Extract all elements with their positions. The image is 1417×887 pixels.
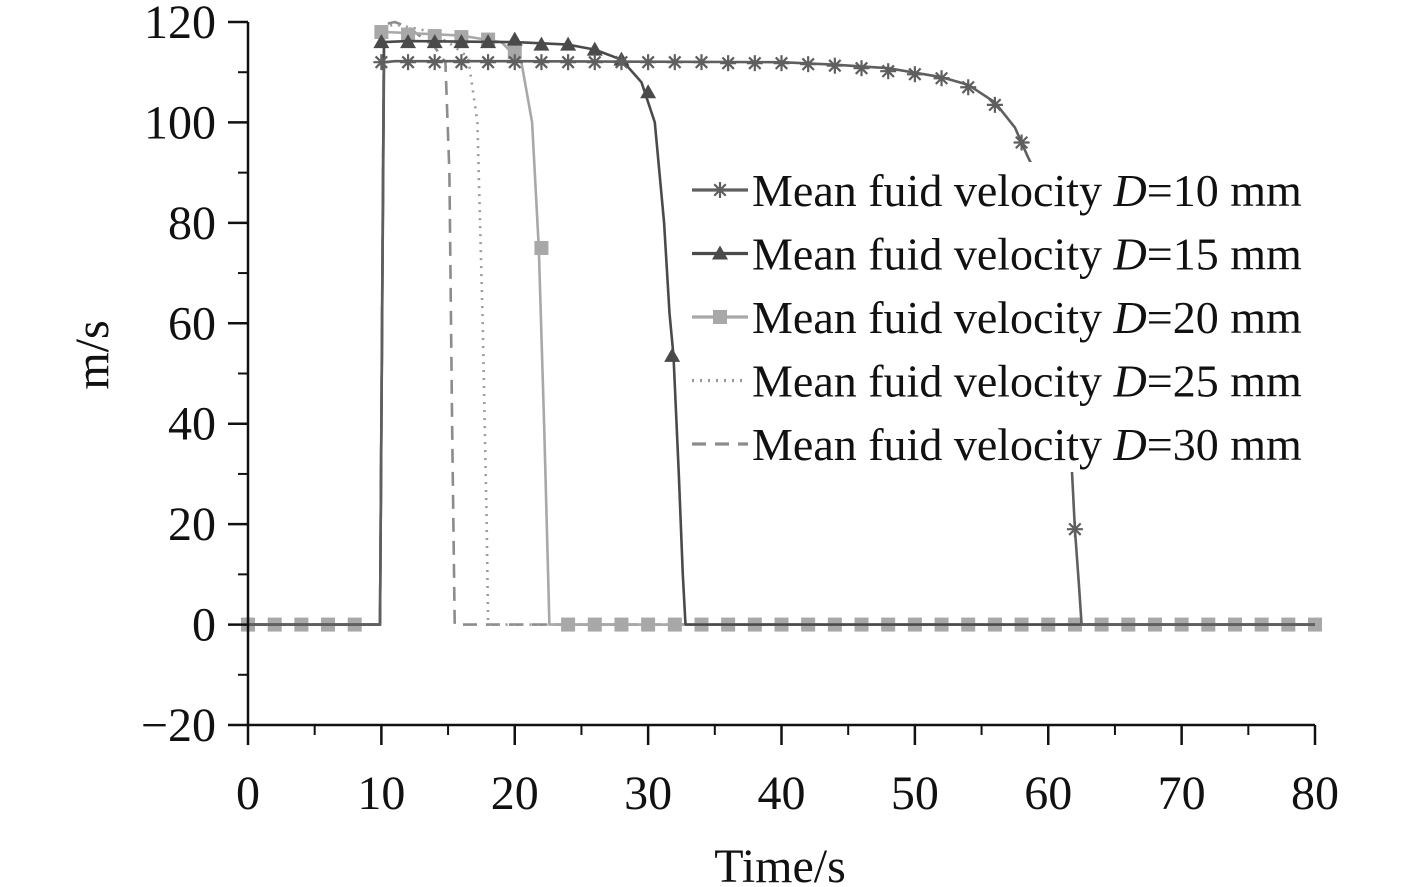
legend-marker [712, 182, 728, 198]
series-d10mm [248, 54, 1315, 626]
marker-d20mm [507, 45, 522, 60]
marker-d20mm [587, 617, 602, 632]
legend-background [688, 162, 1350, 472]
marker-d10mm [693, 54, 710, 71]
y-tick-label: 120 [144, 0, 216, 49]
legend-label: Mean fuid velocity D=15 mm [752, 229, 1302, 280]
marker-d10mm [586, 54, 603, 71]
marker-d10mm [746, 55, 763, 72]
legend-label: Mean fuid velocity D=20 mm [752, 292, 1302, 343]
marker-d15mm [426, 34, 443, 49]
x-tick-label: 0 [236, 767, 260, 820]
legend-item-d15mm: Mean fuid velocity D=15 mm [692, 229, 1302, 280]
y-axis-label: m/s [66, 320, 119, 389]
marker-d10mm [480, 54, 497, 71]
marker-d15mm [400, 34, 417, 49]
y-tick-label: −20 [141, 699, 216, 752]
marker-d10mm [933, 70, 950, 87]
legend: Mean fuid velocity D=10 mm Mean fuid velo… [688, 162, 1350, 472]
x-tick-label: 20 [491, 767, 539, 820]
marker-d10mm [960, 79, 977, 96]
marker-d15mm [640, 84, 657, 99]
x-axis-label: Time/s [714, 840, 846, 887]
legend-item-d10mm: Mean fuid velocity D=10 mm [692, 165, 1302, 216]
marker-d10mm [640, 54, 657, 71]
marker-d10mm [986, 96, 1003, 113]
y-axis-ticks: −20 0 20 40 60 80 100 120 [141, 0, 248, 752]
marker-d10mm [400, 54, 417, 71]
marker-d20mm [614, 617, 629, 632]
series-line-d25mm [248, 23, 1315, 626]
series-layer [241, 20, 1322, 632]
legend-label: Mean fuid velocity D=10 mm [752, 165, 1302, 216]
legend-label: Mean fuid velocity D=25 mm [752, 356, 1302, 407]
x-tick-label: 10 [357, 767, 405, 820]
marker-d20mm [667, 617, 682, 632]
marker-d10mm [773, 55, 790, 72]
plot-area: −20 0 20 40 60 80 100 120 0 10 20 30 40 50 60 70 80 [141, 0, 1339, 820]
x-tick-label: 60 [1024, 767, 1072, 820]
x-tick-label: 70 [1158, 767, 1206, 820]
marker-d10mm [453, 54, 470, 71]
series-d25mm [248, 23, 1315, 626]
marker-d10mm [560, 54, 577, 71]
y-tick-label: 60 [168, 297, 216, 350]
marker-d10mm [826, 57, 843, 74]
legend-item-d20mm: Mean fuid velocity D=20 mm [692, 292, 1302, 343]
marker-d10mm [666, 54, 683, 71]
marker-d15mm [533, 36, 550, 51]
y-tick-label: 0 [192, 599, 216, 652]
marker-d15mm [480, 34, 497, 49]
marker-d20mm [641, 617, 656, 632]
legend-item-d30mm: Mean fuid velocity D=30 mm [692, 419, 1302, 470]
y-tick-label: 100 [144, 96, 216, 149]
marker-d15mm [453, 34, 470, 49]
x-tick-label: 40 [758, 767, 806, 820]
y-tick-label: 80 [168, 197, 216, 250]
x-axis-ticks: 0 10 20 30 40 50 60 70 80 [236, 725, 1339, 820]
legend-item-d25mm: Mean fuid velocity D=25 mm [692, 356, 1302, 407]
marker-d20mm [534, 240, 549, 255]
marker-d10mm [506, 54, 523, 71]
series-line-d15mm [248, 39, 1315, 626]
x-tick-label: 30 [624, 767, 672, 820]
y-tick-label: 20 [168, 498, 216, 551]
marker-d10mm [800, 56, 817, 73]
marker-d10mm [613, 54, 630, 71]
legend-label: Mean fuid velocity D=30 mm [752, 419, 1302, 470]
legend-marker [712, 245, 728, 260]
marker-d20mm [561, 617, 576, 632]
marker-d10mm [880, 63, 897, 80]
marker-d10mm [373, 54, 390, 71]
marker-d20mm [374, 25, 389, 40]
series-d15mm [248, 31, 1315, 626]
marker-d15mm [586, 41, 603, 56]
marker-d15mm [506, 31, 523, 46]
marker-d10mm [853, 60, 870, 77]
marker-d10mm [720, 55, 737, 72]
marker-d10mm [533, 54, 550, 71]
marker-d10mm [426, 54, 443, 71]
legend-marker [713, 310, 727, 324]
x-tick-label: 80 [1291, 767, 1339, 820]
marker-d15mm [664, 347, 681, 362]
marker-d10mm [1066, 521, 1083, 538]
y-tick-label: 40 [168, 398, 216, 451]
marker-d10mm [1013, 134, 1030, 151]
marker-d15mm [560, 36, 577, 51]
x-tick-label: 50 [891, 767, 939, 820]
marker-d15mm [373, 34, 390, 49]
marker-d10mm [906, 66, 923, 83]
